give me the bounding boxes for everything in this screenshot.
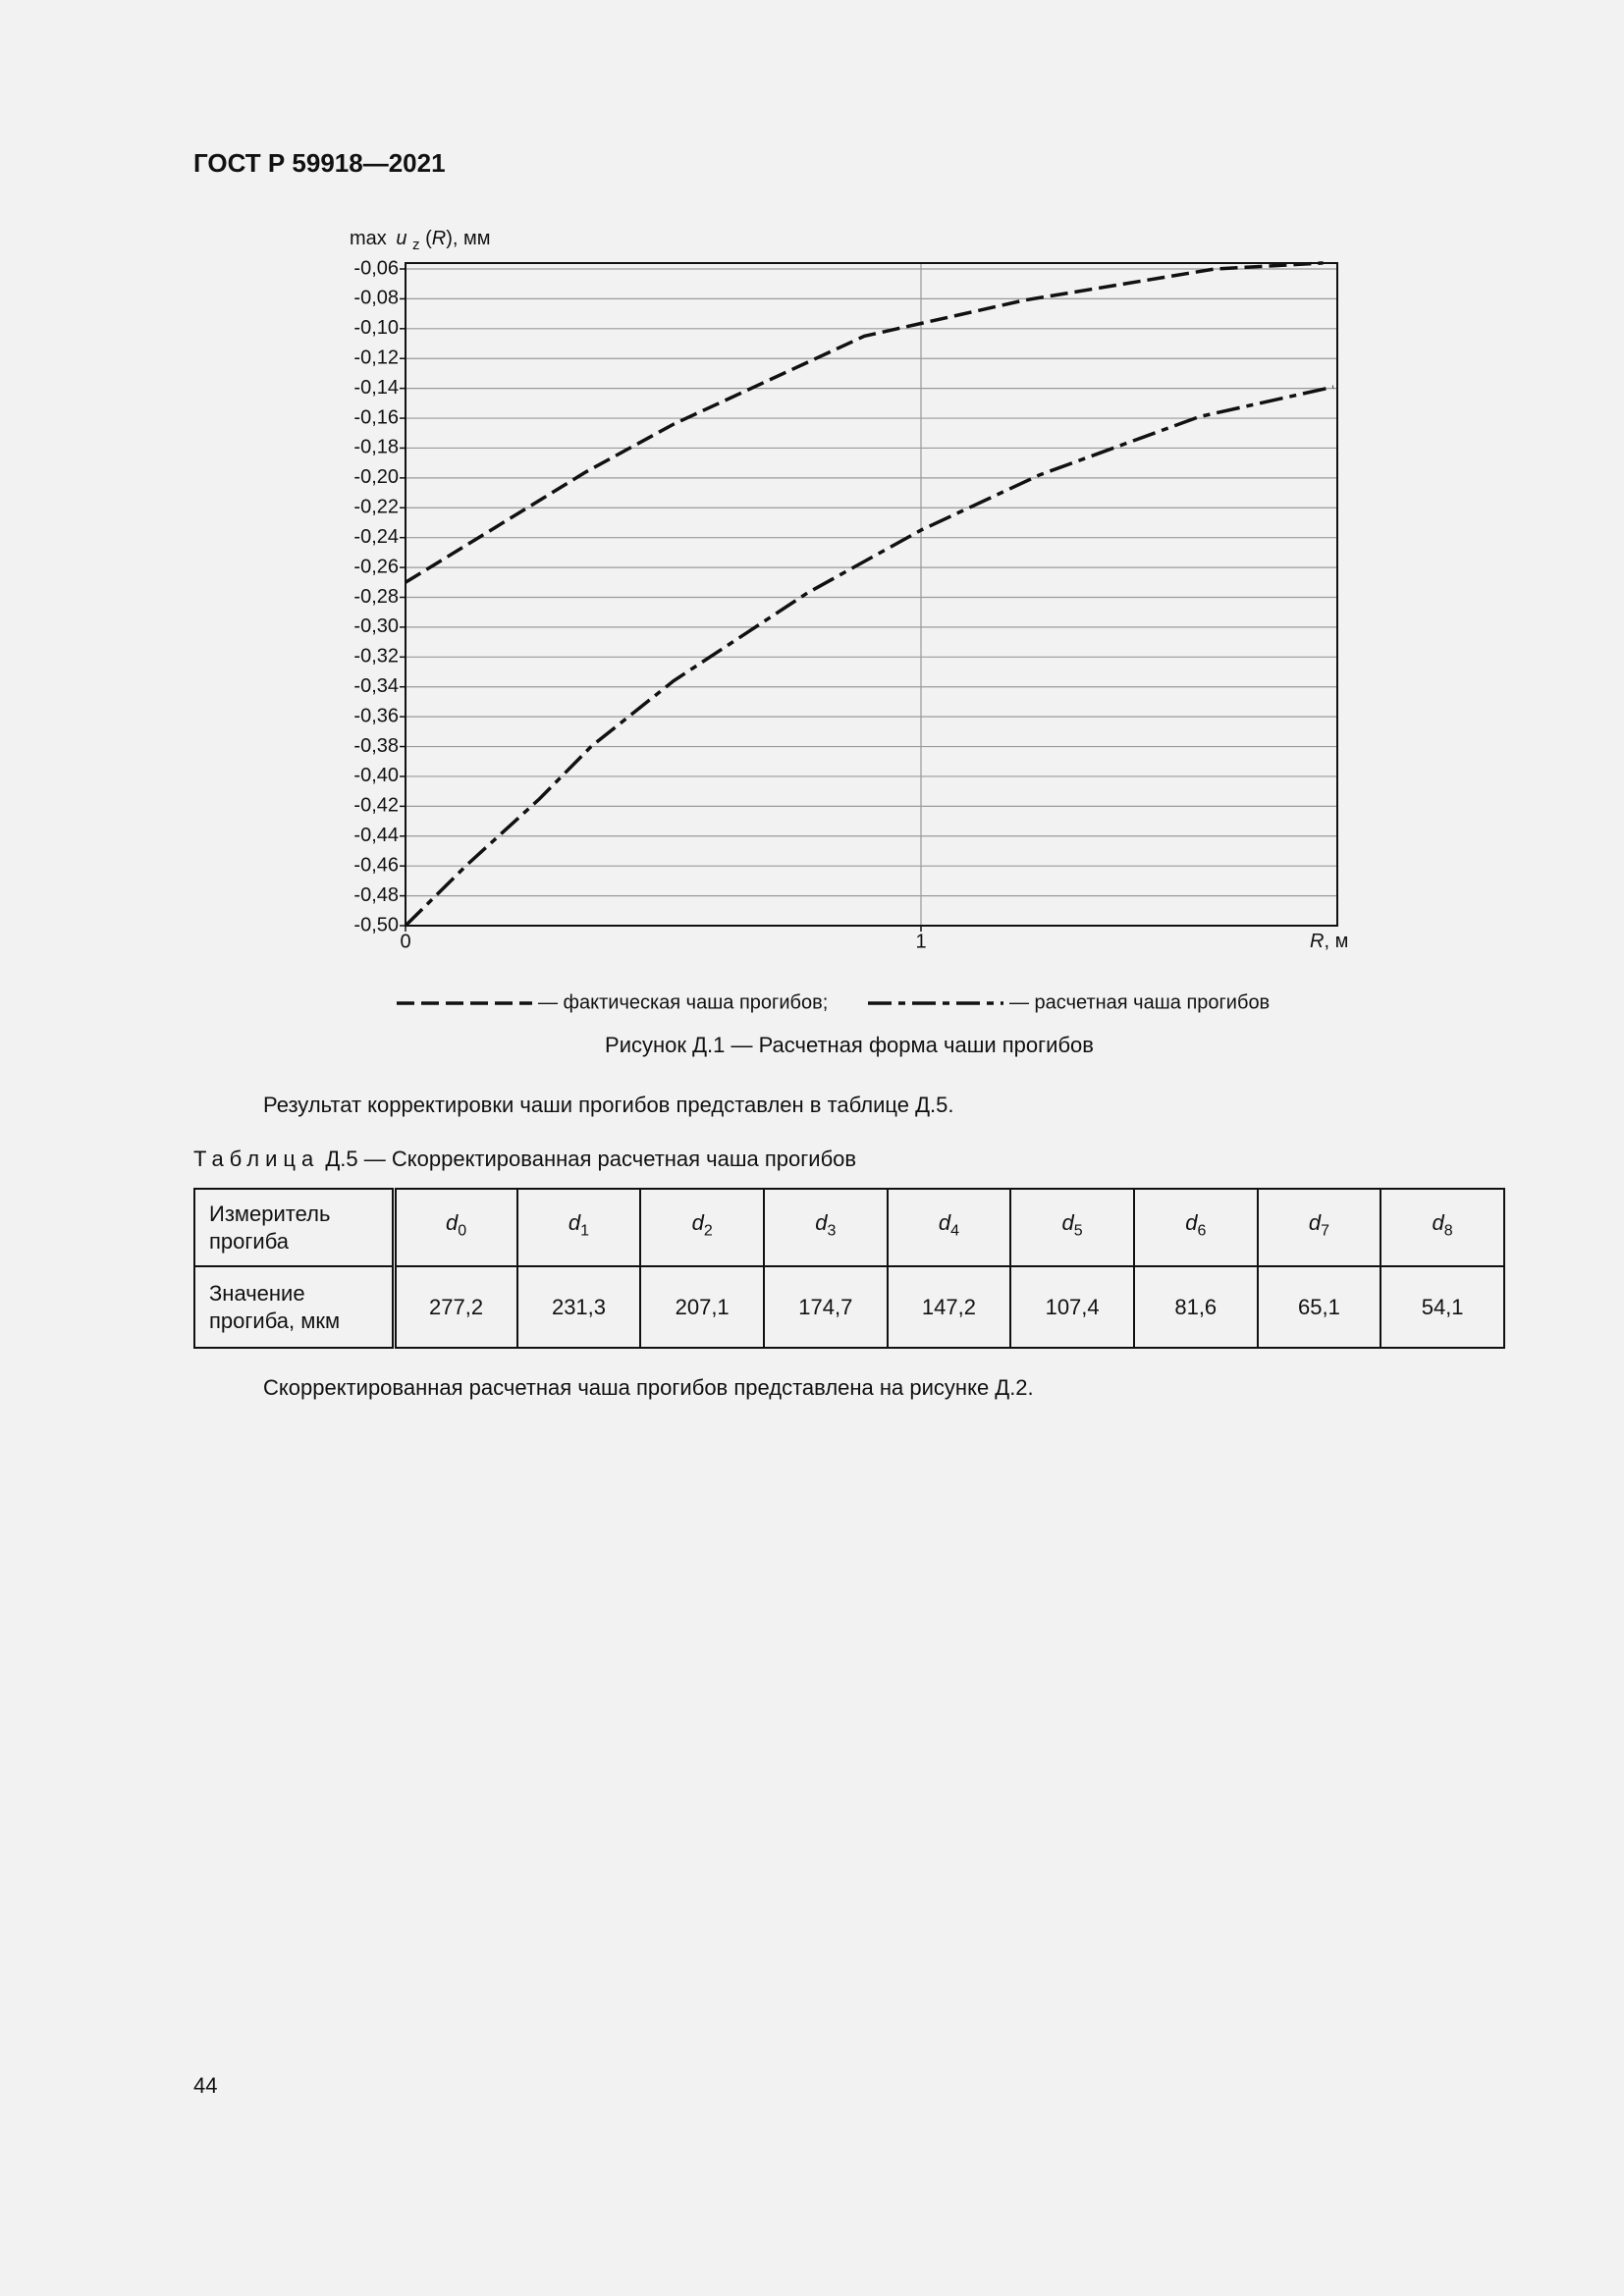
- subscript: 7: [1321, 1222, 1329, 1240]
- x-tick-label: 1: [915, 931, 926, 952]
- x-label-part: R: [1310, 931, 1324, 952]
- header-cell: d6: [1132, 1188, 1259, 1267]
- series-line: [404, 385, 1334, 928]
- header-cell: Измеритель прогиба: [193, 1188, 397, 1267]
- y-tick-label: -0,36: [353, 705, 399, 726]
- y-label-part: (: [425, 228, 432, 249]
- y-tick-label: -0,32: [353, 646, 399, 667]
- symbol: d: [815, 1210, 828, 1236]
- y-tick-label: -0,42: [353, 795, 399, 817]
- subscript: 4: [950, 1222, 960, 1240]
- y-label-part: u: [396, 228, 406, 249]
- y-label-part: max: [350, 228, 387, 249]
- y-label-part: ), мм: [446, 228, 490, 249]
- symbol: d: [1185, 1210, 1198, 1236]
- legend-label: — расчетная чаша прогибов: [1009, 991, 1270, 1013]
- series-line: [405, 261, 1324, 584]
- y-tick-label: -0,26: [353, 556, 399, 577]
- y-tick-label: -0,12: [353, 347, 399, 369]
- y-tick-label: -0,38: [353, 735, 399, 757]
- y-tick-label: -0,14: [353, 377, 399, 399]
- cell: 231,3: [515, 1265, 642, 1349]
- cell: 147,2: [886, 1265, 1012, 1349]
- y-tick-label: -0,50: [353, 914, 399, 935]
- cell: 54,1: [1380, 1265, 1505, 1349]
- symbol: d: [568, 1210, 581, 1236]
- subscript: 2: [703, 1222, 713, 1240]
- y-tick-label: -0,08: [353, 288, 399, 309]
- y-tick-label: -0,46: [353, 854, 399, 876]
- y-tick-label: -0,24: [353, 526, 399, 548]
- subscript: 0: [458, 1222, 467, 1240]
- y-label-part: R: [432, 228, 446, 249]
- cell: 107,4: [1009, 1265, 1135, 1349]
- subscript: 8: [1443, 1222, 1453, 1240]
- table-header-row: Измеритель прогиба d0 d1 d2 d3 d4 d5 d6 d7 d8: [193, 1188, 1505, 1267]
- y-tick-label: -0,44: [353, 825, 399, 846]
- subscript: 5: [1073, 1222, 1083, 1240]
- header-cell: d4: [886, 1188, 1012, 1267]
- y-tick-label: -0,28: [353, 586, 399, 608]
- y-axis-label: max u z (R), мм: [350, 228, 491, 255]
- chart: max u z (R), мм R, м Рисунок Д.1 — Расче…: [350, 228, 1348, 1057]
- y-tick-label: -0,10: [353, 317, 399, 339]
- symbol: d: [446, 1210, 459, 1236]
- y-tick-label: -0,22: [353, 497, 399, 518]
- cell: 65,1: [1256, 1265, 1382, 1349]
- x-tick-label: 0: [400, 931, 410, 952]
- x-label-part: , м: [1324, 931, 1348, 952]
- y-label-part: z: [412, 237, 420, 253]
- header-cell: d5: [1009, 1188, 1135, 1267]
- symbol: d: [691, 1210, 704, 1236]
- page-number: 44: [193, 2073, 218, 2098]
- cell: 277,2: [393, 1265, 518, 1349]
- table: Измеритель прогиба d0 d1 d2 d3 d4 d5 d6 d7 d8 Знач…: [193, 1188, 1505, 1349]
- y-tick-label: -0,30: [353, 615, 399, 637]
- symbol: d: [1061, 1210, 1074, 1236]
- header-cell: d3: [762, 1188, 889, 1267]
- header-cell: d7: [1256, 1188, 1382, 1267]
- y-tick-label: -0,40: [353, 765, 399, 786]
- symbol: d: [938, 1210, 951, 1236]
- y-tick-label: -0,06: [353, 257, 399, 279]
- y-tick-label: -0,18: [353, 437, 399, 458]
- header-cell: d2: [639, 1188, 765, 1267]
- figure-caption: Рисунок Д.1 — Расчетная форма чаши проги…: [605, 1033, 1094, 1057]
- y-tick-label: -0,20: [353, 466, 399, 488]
- header-cell: d8: [1380, 1188, 1505, 1267]
- y-tick-label: -0,16: [353, 406, 399, 428]
- subscript: 1: [580, 1222, 590, 1240]
- symbol: d: [1432, 1210, 1444, 1236]
- header-cell: d0: [393, 1188, 518, 1267]
- subscript: 6: [1197, 1222, 1207, 1240]
- table-title: Таблица Д.5 — Скорректированная расчетна…: [193, 1147, 856, 1172]
- table-word: Таблица: [193, 1147, 320, 1171]
- doc-header: ГОСТ Р 59918—2021: [193, 148, 446, 178]
- subscript: 3: [827, 1222, 837, 1240]
- symbol: d: [1308, 1210, 1322, 1236]
- table-row: Значение прогиба, мкм 277,2 231,3 207,1 174,…: [193, 1265, 1505, 1349]
- legend-label: — фактическая чаша прогибов;: [538, 991, 828, 1013]
- cell: 174,7: [762, 1265, 889, 1349]
- y-tick-label: -0,34: [353, 675, 399, 697]
- paragraph: Скорректированная расчетная чаша прогибо…: [263, 1375, 1034, 1400]
- table-title-text: Д.5 — Скорректированная расчетная чаша п…: [325, 1147, 857, 1171]
- row-label: Значение прогиба, мкм: [193, 1265, 397, 1349]
- paragraph: Результат корректировки чаши прогибов пр…: [263, 1093, 954, 1117]
- header-cell: d1: [515, 1188, 642, 1267]
- cell: 81,6: [1132, 1265, 1259, 1349]
- plot-frame: [405, 262, 1338, 927]
- cell: 207,1: [639, 1265, 765, 1349]
- x-axis-label: R, м: [1310, 931, 1348, 952]
- y-tick-label: -0,48: [353, 884, 399, 906]
